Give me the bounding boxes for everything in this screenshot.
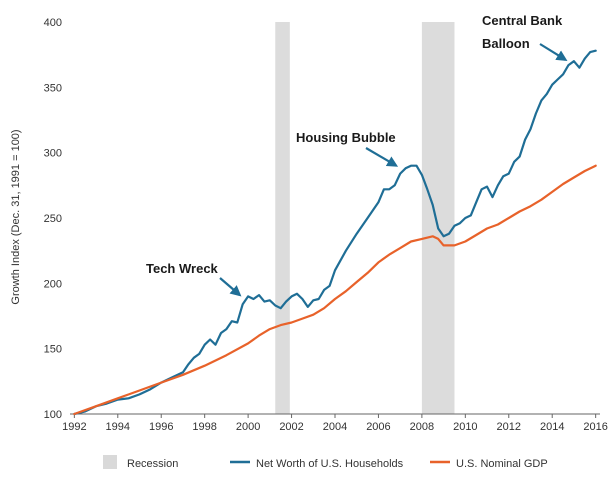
x-tick-label: 2016 (583, 421, 607, 433)
x-tick-label: 2008 (410, 421, 434, 433)
legend-item-3: U.S. Nominal GDP (430, 458, 548, 470)
x-tick-label: 1992 (62, 421, 86, 433)
y-tick-label: 300 (44, 148, 62, 160)
y-tick-label: 350 (44, 82, 62, 94)
x-tick-label: 2010 (453, 421, 477, 433)
legend-label: Recession (127, 458, 178, 470)
recession-band-1 (275, 22, 290, 414)
recession-bands (275, 22, 455, 414)
annotation-arrow-housing-bubble (365, 147, 399, 167)
legend-item-2: Net Worth of U.S. Households (230, 458, 404, 470)
annotations: Tech Wreck Housing Bubble Central Bank Ball… (146, 13, 568, 297)
series-lines (73, 49, 597, 416)
x-tick-label: 2000 (236, 421, 260, 433)
x-tick-label: 2006 (366, 421, 390, 433)
annotation-tech-wreck: Tech Wreck (146, 261, 219, 276)
x-tick-label: 2004 (323, 421, 347, 433)
x-tick-label: 1994 (106, 421, 130, 433)
x-tick-label: 2014 (540, 421, 564, 433)
legend: Recession Net Worth of U.S. Households U.S… (103, 455, 548, 470)
legend-item-1: Recession (103, 455, 178, 470)
annotation-central-bank: Central Bank (482, 13, 563, 28)
legend-swatch (103, 455, 117, 469)
axes: 100 150 200 250 300 350 400 1992 1994 1996 1998 200… (44, 17, 608, 433)
net-worth-line (73, 49, 597, 416)
annotation-balloon: Balloon (482, 36, 530, 51)
y-tick-label: 400 (44, 17, 62, 29)
y-tick-label: 250 (44, 213, 62, 225)
x-tick-label: 2002 (279, 421, 303, 433)
y-tick-label: 100 (44, 409, 62, 421)
annotation-arrow-central-bank (539, 43, 568, 61)
legend-label: U.S. Nominal GDP (456, 458, 548, 470)
x-tick-label: 1996 (149, 421, 173, 433)
recession-band-2 (421, 22, 455, 414)
annotation-arrow-tech-wreck (219, 277, 242, 297)
legend-label: Net Worth of U.S. Households (256, 458, 404, 470)
y-tick-label: 150 (44, 344, 62, 356)
x-tick-label: 1998 (192, 421, 216, 433)
y-axis-label: Growth Index (Dec. 31, 1991 = 100) (10, 129, 22, 304)
nominal-gdp-line (73, 164, 597, 416)
y-tick-label: 200 (44, 278, 62, 290)
annotation-housing-bubble: Housing Bubble (296, 130, 396, 145)
x-tick-label: 2012 (497, 421, 521, 433)
